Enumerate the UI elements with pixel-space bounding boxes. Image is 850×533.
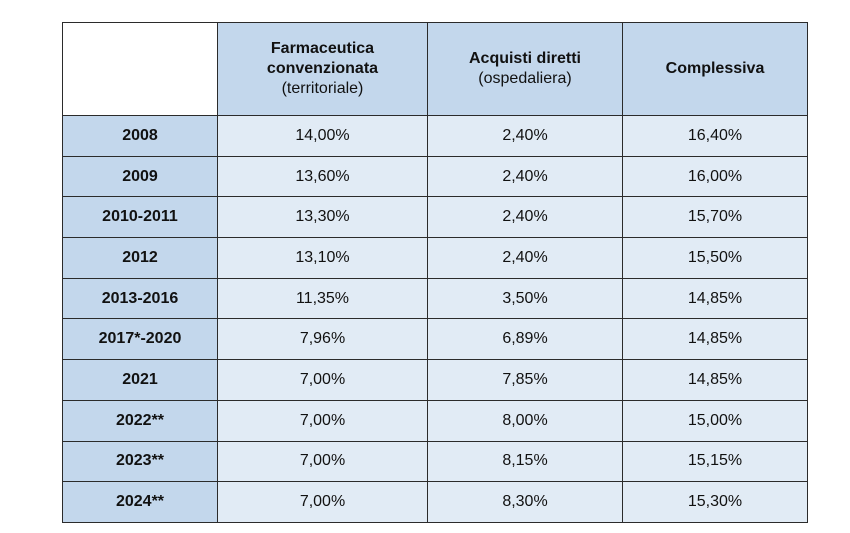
cell-complessiva: 15,30% xyxy=(622,481,808,523)
column-header-territoriale: Farmaceutica convenzionata (territoriale… xyxy=(217,22,428,116)
row-header-period: 2009 xyxy=(62,155,218,198)
table-row: 2010-2011 13,30% 2,40% 15,70% xyxy=(62,196,808,239)
cell-ospedaliera: 8,00% xyxy=(427,399,623,442)
cell-complessiva: 16,40% xyxy=(622,115,808,157)
table-row: 2008 14,00% 2,40% 16,40% xyxy=(62,115,808,157)
cell-complessiva: 15,15% xyxy=(622,440,808,483)
row-header-period: 2021 xyxy=(62,359,218,401)
cell-complessiva: 15,50% xyxy=(622,237,808,279)
row-header-period: 2022** xyxy=(62,399,218,442)
header-row: Farmaceutica convenzionata (territoriale… xyxy=(62,22,808,116)
spending-ceiling-table: Farmaceutica convenzionata (territoriale… xyxy=(62,22,808,523)
column-header-subtitle: (territoriale) xyxy=(281,80,364,97)
cell-territoriale: 7,96% xyxy=(217,318,428,361)
row-header-period: 2010-2011 xyxy=(62,196,218,239)
row-header-period: 2017*-2020 xyxy=(62,318,218,361)
table-row: 2024** 7,00% 8,30% 15,30% xyxy=(62,481,808,523)
cell-territoriale: 13,30% xyxy=(217,196,428,239)
cell-complessiva: 15,70% xyxy=(622,196,808,239)
cell-ospedaliera: 8,15% xyxy=(427,440,623,483)
cell-territoriale: 13,10% xyxy=(217,237,428,279)
column-header-title: Farmaceutica xyxy=(270,40,375,57)
column-header-subtitle: (ospedaliera) xyxy=(478,70,572,87)
cell-territoriale: 11,35% xyxy=(217,277,428,320)
cell-ospedaliera: 7,85% xyxy=(427,359,623,401)
table-row: 2012 13,10% 2,40% 15,50% xyxy=(62,237,808,279)
row-header-period: 2013-2016 xyxy=(62,277,218,320)
column-header-ospedaliera: Acquisti diretti (ospedaliera) xyxy=(427,22,623,116)
cell-ospedaliera: 8,30% xyxy=(427,481,623,523)
cell-ospedaliera: 2,40% xyxy=(427,196,623,239)
row-header-period: 2008 xyxy=(62,115,218,157)
column-header-title: Acquisti diretti xyxy=(468,50,581,67)
cell-complessiva: 14,85% xyxy=(622,359,808,401)
cell-territoriale: 13,60% xyxy=(217,155,428,198)
cell-territoriale: 7,00% xyxy=(217,399,428,442)
table-body: 2008 14,00% 2,40% 16,40% 2009 13,60% 2,40% 16,0… xyxy=(62,115,808,523)
row-header-period: 2024** xyxy=(62,481,218,523)
cell-complessiva: 16,00% xyxy=(622,155,808,198)
column-header-title: convenzionata xyxy=(266,60,379,77)
row-header-period: 2023** xyxy=(62,440,218,483)
cell-territoriale: 7,00% xyxy=(217,481,428,523)
cell-ospedaliera: 6,89% xyxy=(427,318,623,361)
table-row: 2022** 7,00% 8,00% 15,00% xyxy=(62,399,808,442)
cell-ospedaliera: 2,40% xyxy=(427,155,623,198)
column-header-complessiva: Complessiva xyxy=(622,22,808,116)
cell-territoriale: 7,00% xyxy=(217,440,428,483)
cell-ospedaliera: 3,50% xyxy=(427,277,623,320)
cell-territoriale: 7,00% xyxy=(217,359,428,401)
table-row: 2009 13,60% 2,40% 16,00% xyxy=(62,155,808,198)
cell-complessiva: 15,00% xyxy=(622,399,808,442)
row-header-period: 2012 xyxy=(62,237,218,279)
table-row: 2013-2016 11,35% 3,50% 14,85% xyxy=(62,277,808,320)
column-header-title: Complessiva xyxy=(665,60,765,77)
cell-ospedaliera: 2,40% xyxy=(427,237,623,279)
table-row: 2017*-2020 7,96% 6,89% 14,85% xyxy=(62,318,808,361)
cell-complessiva: 14,85% xyxy=(622,318,808,361)
cell-complessiva: 14,85% xyxy=(622,277,808,320)
table-row: 2021 7,00% 7,85% 14,85% xyxy=(62,359,808,401)
cell-ospedaliera: 2,40% xyxy=(427,115,623,157)
table-row: 2023** 7,00% 8,15% 15,15% xyxy=(62,440,808,483)
cell-territoriale: 14,00% xyxy=(217,115,428,157)
corner-cell xyxy=(62,22,218,116)
